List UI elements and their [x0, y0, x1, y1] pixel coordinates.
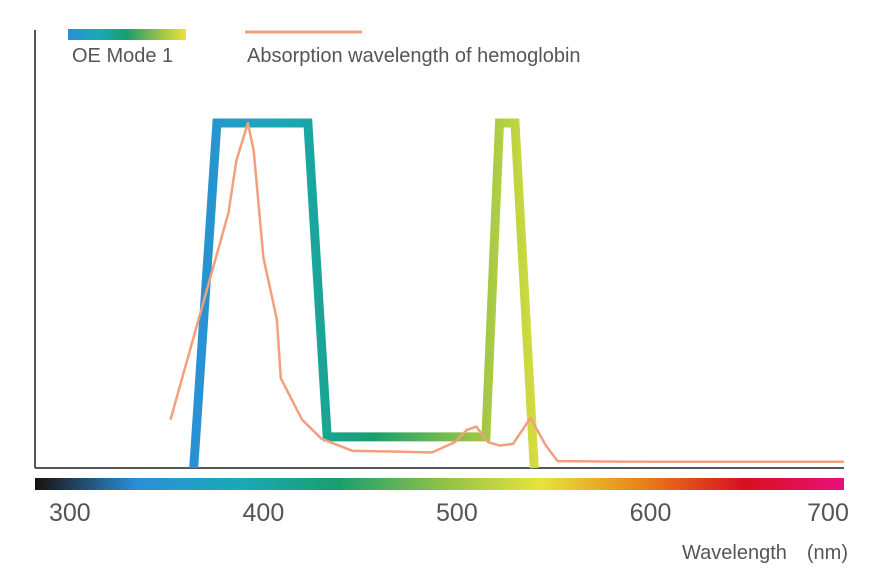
legend-label-hemoglobin: Absorption wavelength of hemoglobin [247, 45, 581, 67]
x-tick-label: 400 [243, 499, 285, 527]
legend-label-oe-mode: OE Mode 1 [72, 45, 173, 67]
series-oe-mode-line [189, 118, 539, 469]
x-tick-labels: 300 400 500 600 700 [49, 499, 849, 527]
spectrum-bar [35, 478, 844, 490]
x-tick-label: 300 [49, 499, 91, 527]
x-tick-label: 700 [807, 499, 849, 527]
x-tick-label: 500 [436, 499, 478, 527]
legend-swatch-oe-mode [68, 29, 186, 40]
x-axis-title: Wavelength (nm) [682, 542, 848, 564]
x-tick-label: 600 [630, 499, 672, 527]
series-hemoglobin-line [169, 121, 844, 464]
legend: OE Mode 1 Absorption wavelength of hemog… [68, 29, 581, 67]
